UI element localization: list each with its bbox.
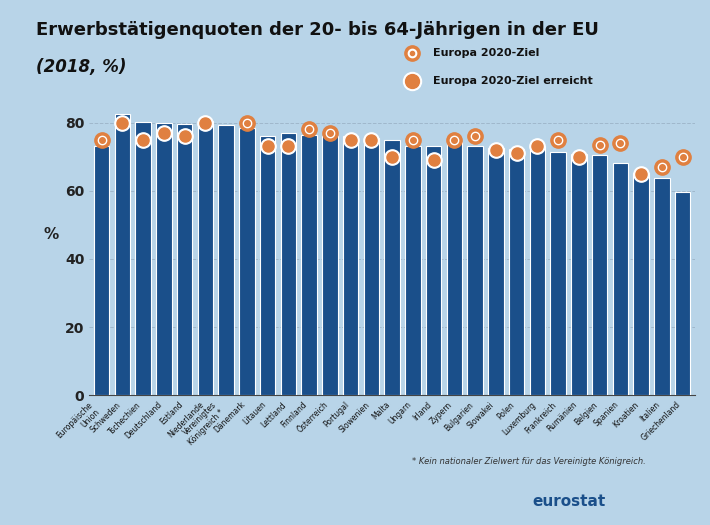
Text: (2018, %): (2018, %) [36,58,126,76]
Bar [447,142,462,395]
Bar [405,146,420,395]
Text: Europa 2020-Ziel erreicht: Europa 2020-Ziel erreicht [433,76,593,87]
Bar [591,155,607,395]
Bar [674,192,690,395]
Bar [633,173,649,395]
Bar [94,146,109,395]
Bar [509,149,525,395]
Bar [613,163,628,395]
Bar [364,138,379,395]
Text: * Kein nationaler Zielwert für das Vereinigte Königreich.: * Kein nationaler Zielwert für das Verei… [412,457,645,466]
Text: eurostat: eurostat [532,494,606,509]
Bar [218,125,234,395]
Bar [301,135,317,395]
Bar [488,148,503,395]
Bar [571,154,586,395]
Bar [530,146,545,395]
Text: Europa 2020-Ziel: Europa 2020-Ziel [433,47,540,58]
Bar [280,133,296,395]
Bar [426,146,442,395]
Bar [197,121,213,395]
Bar [343,136,359,395]
Bar [550,152,566,395]
Bar [384,140,400,395]
Bar [654,178,670,395]
Bar [467,146,483,395]
Y-axis label: %: % [43,227,59,242]
Bar [136,122,151,395]
Bar [260,135,275,395]
Bar [239,129,255,395]
Bar [322,135,338,395]
Bar [177,124,192,395]
Bar [114,114,130,395]
Bar [156,122,172,395]
Text: Erwerbstätigenquoten der 20- bis 64-Jährigen in der EU: Erwerbstätigenquoten der 20- bis 64-Jähr… [36,21,599,39]
